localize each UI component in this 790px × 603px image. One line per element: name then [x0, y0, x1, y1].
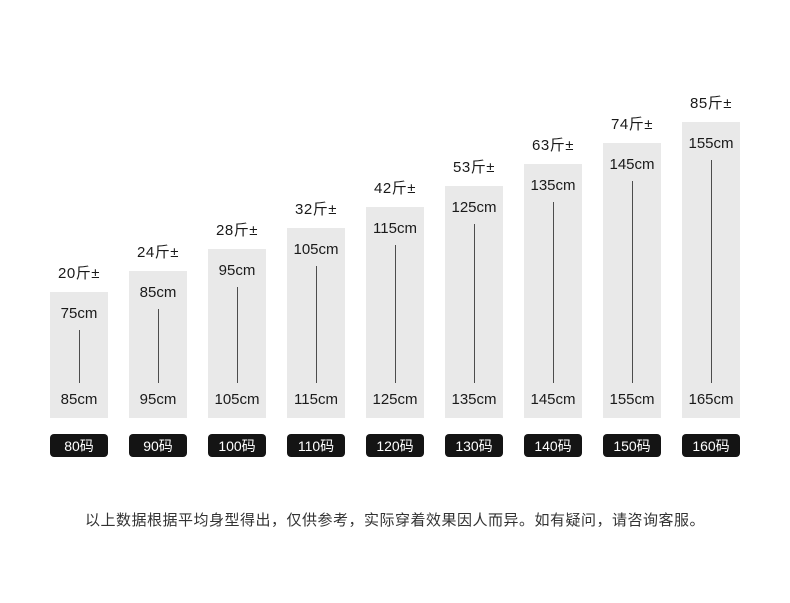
range-line: [710, 160, 712, 383]
range-line: [236, 287, 238, 383]
size-badge: 100码: [208, 434, 266, 457]
range-line: [394, 245, 396, 383]
weight-label: 20斤±: [58, 265, 100, 282]
height-lower-label: 155cm: [688, 135, 734, 152]
size-badge: 150码: [603, 434, 661, 457]
badge-cell: 100码: [208, 434, 266, 457]
size-badge: 110码: [287, 434, 345, 457]
size-bar: 85cm 95cm: [129, 271, 187, 418]
size-bar: 125cm 135cm: [445, 186, 503, 418]
range-line: [315, 266, 317, 383]
height-lower-label: 105cm: [293, 241, 339, 258]
height-lower-label: 75cm: [60, 305, 98, 322]
height-upper-label: 105cm: [214, 391, 260, 408]
size-column: 74斤± 145cm 155cm: [603, 113, 661, 418]
weight-label: 42斤±: [374, 180, 416, 197]
weight-label: 24斤±: [137, 244, 179, 261]
size-column: 42斤± 115cm 125cm: [366, 177, 424, 418]
badge-cell: 90码: [129, 434, 187, 457]
size-bar: 105cm 115cm: [287, 228, 345, 418]
height-lower-label: 115cm: [373, 220, 417, 237]
height-upper-label: 145cm: [530, 391, 576, 408]
disclaimer-text: 以上数据根据平均身型得出，仅供参考，实际穿着效果因人而异。如有疑问，请咨询客服。: [84, 512, 705, 529]
badge-row: 80码 90码 100码 110码 120码 130码 140码 150码 160码: [0, 434, 790, 457]
height-lower-label: 135cm: [530, 177, 576, 194]
height-lower-label: 145cm: [609, 156, 655, 173]
size-column: 53斤± 125cm 135cm: [445, 156, 503, 418]
height-lower-label: 95cm: [218, 262, 256, 279]
height-upper-label: 95cm: [139, 391, 177, 408]
size-badge: 140码: [524, 434, 582, 457]
range-line: [631, 181, 633, 383]
size-bar: 155cm 165cm: [682, 122, 740, 418]
weight-label: 28斤±: [216, 222, 258, 239]
height-upper-label: 85cm: [60, 391, 98, 408]
badge-cell: 140码: [524, 434, 582, 457]
badge-cell: 120码: [366, 434, 424, 457]
size-badge: 130码: [445, 434, 503, 457]
size-bar: 145cm 155cm: [603, 143, 661, 418]
weight-label: 32斤±: [295, 201, 337, 218]
range-line: [473, 224, 475, 383]
range-line: [78, 330, 80, 383]
size-column: 24斤± 85cm 95cm: [129, 241, 187, 418]
weight-label: 63斤±: [532, 137, 574, 154]
height-lower-label: 125cm: [451, 199, 497, 216]
badge-cell: 150码: [603, 434, 661, 457]
badge-cell: 160码: [682, 434, 740, 457]
size-bar: 135cm 145cm: [524, 164, 582, 418]
size-bar: 75cm 85cm: [50, 292, 108, 418]
badge-cell: 80码: [50, 434, 108, 457]
size-badge: 80码: [50, 434, 108, 457]
range-line: [157, 309, 159, 383]
size-badge: 160码: [682, 434, 740, 457]
height-upper-label: 165cm: [688, 391, 734, 408]
size-column: 28斤± 95cm 105cm: [208, 219, 266, 418]
size-column: 20斤± 75cm 85cm: [50, 262, 108, 418]
size-badge: 90码: [129, 434, 187, 457]
size-column: 32斤± 105cm 115cm: [287, 198, 345, 418]
height-lower-label: 85cm: [139, 284, 177, 301]
weight-label: 85斤±: [690, 95, 732, 112]
height-upper-label: 135cm: [451, 391, 497, 408]
weight-label: 74斤±: [611, 116, 653, 133]
size-column: 85斤± 155cm 165cm: [682, 92, 740, 418]
range-line: [552, 202, 554, 383]
badge-cell: 130码: [445, 434, 503, 457]
height-upper-label: 115cm: [294, 391, 338, 408]
height-upper-label: 155cm: [609, 391, 655, 408]
weight-label: 53斤±: [453, 159, 495, 176]
badge-cell: 110码: [287, 434, 345, 457]
size-bar: 115cm 125cm: [366, 207, 424, 418]
size-badge: 120码: [366, 434, 424, 457]
size-chart: 20斤± 75cm 85cm 24斤± 85cm 95cm 28斤± 95cm 105cm 32斤…: [50, 92, 740, 418]
size-bar: 95cm 105cm: [208, 249, 266, 418]
size-column: 63斤± 135cm 145cm: [524, 134, 582, 418]
height-upper-label: 125cm: [372, 391, 418, 408]
